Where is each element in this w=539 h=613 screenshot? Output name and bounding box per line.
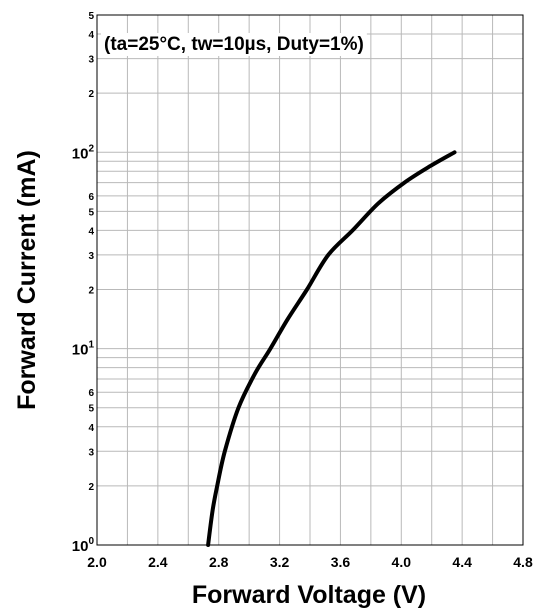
- y-minor-tick-label: 4: [88, 30, 94, 41]
- y-minor-tick-label: 5: [88, 207, 94, 218]
- y-minor-tick-label: 5: [88, 404, 94, 415]
- y-tick-labels: 2 3 4 5 6 2 3 4 5 6 2 3 4 5 100 101 102: [72, 11, 95, 555]
- y-minor-tick-label: 2: [88, 286, 94, 297]
- x-tick-label: 2.4: [148, 554, 168, 570]
- y-minor-tick-label: 3: [88, 55, 94, 66]
- x-tick-label: 4.0: [392, 554, 412, 570]
- x-tick-label: 4.4: [452, 554, 472, 570]
- y-minor-tick-label: 3: [88, 447, 94, 458]
- x-tick-label: 2.8: [209, 554, 229, 570]
- plot-frame: [96, 14, 524, 546]
- y-major-tick-label: 102: [72, 143, 95, 162]
- x-tick-labels: 2.0 2.4 2.8 3.2 3.6 4.0 4.4 4.8: [87, 554, 533, 570]
- x-tick-label: 3.2: [270, 554, 290, 570]
- y-minor-tick-label: 2: [88, 89, 94, 100]
- x-tick-label: 3.6: [331, 554, 351, 570]
- y-major-tick-label: 101: [72, 340, 95, 359]
- condition-annotation: (ta=25°C, tw=10µs, Duty=1%): [104, 34, 364, 55]
- y-minor-tick-label: 3: [88, 251, 94, 262]
- x-tick-label: 2.0: [87, 554, 107, 570]
- grid: [96, 14, 524, 546]
- y-minor-tick-label: 5: [88, 11, 94, 22]
- annotation-background: [101, 33, 367, 56]
- y-minor-tick-label: 6: [88, 192, 94, 203]
- y-axis-title: Forward Current (mA): [13, 150, 41, 410]
- series-line: [206, 150, 457, 547]
- x-tick-label: 4.8: [513, 554, 533, 570]
- y-minor-tick-label: 2: [88, 482, 94, 493]
- x-axis-title: Forward Voltage (V): [192, 581, 426, 609]
- y-minor-tick-label: 4: [88, 226, 94, 237]
- y-minor-tick-label: 6: [88, 388, 94, 399]
- y-major-tick-label: 100: [72, 536, 95, 555]
- y-minor-tick-label: 4: [88, 423, 94, 434]
